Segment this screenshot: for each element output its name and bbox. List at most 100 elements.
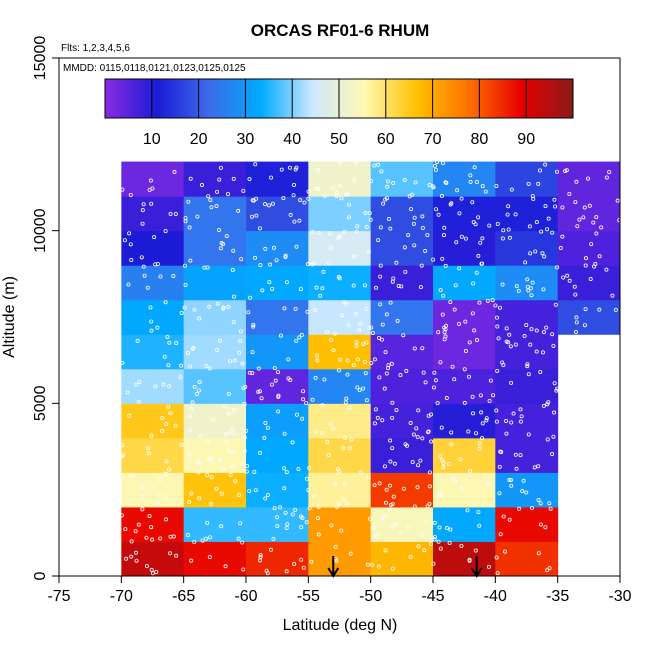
observation-point: [344, 302, 349, 307]
observation-point: [260, 288, 265, 293]
observation-point: [497, 464, 502, 469]
observation-point: [565, 273, 570, 278]
observation-point: [164, 459, 169, 464]
observation-point: [488, 378, 493, 383]
observation-point: [493, 303, 498, 308]
observation-point: [349, 437, 354, 442]
observation-point: [318, 293, 323, 298]
heatmap-cell: [121, 368, 185, 404]
heatmap-cell: [308, 161, 372, 197]
observation-point: [443, 263, 448, 268]
observation-point: [153, 262, 158, 267]
observation-point: [134, 558, 139, 563]
observation-point: [507, 235, 512, 240]
observation-point: [573, 200, 578, 205]
heatmap-cell: [370, 506, 434, 542]
observation-point: [219, 524, 224, 529]
heatmap-cell: [557, 196, 621, 232]
observation-point: [377, 481, 382, 486]
observation-point: [431, 185, 436, 190]
x-axis-title: Latitude (deg N): [283, 617, 398, 634]
observation-point: [498, 532, 503, 537]
observation-point: [294, 165, 299, 170]
observation-point: [486, 481, 491, 486]
observation-point: [347, 446, 352, 451]
heatmap-cell: [557, 230, 621, 266]
observation-point: [467, 340, 472, 345]
observation-point: [258, 553, 263, 558]
observation-point: [209, 501, 214, 506]
observation-point: [391, 181, 396, 186]
observation-point: [320, 403, 325, 408]
observation-point: [530, 506, 535, 511]
observation-point: [567, 278, 572, 283]
observation-point: [541, 403, 546, 408]
observation-point: [435, 160, 440, 165]
observation-point: [560, 234, 565, 239]
heatmap-cell: [433, 403, 496, 439]
observation-point: [241, 567, 246, 572]
observation-point: [444, 396, 449, 401]
observation-point: [231, 450, 236, 455]
observation-point: [463, 319, 468, 324]
x-tick-label: -70: [110, 588, 133, 605]
observation-point: [333, 481, 338, 486]
observation-point: [173, 211, 178, 216]
observation-point: [215, 347, 220, 352]
observation-point: [269, 547, 274, 552]
heatmap-cell: [370, 541, 434, 577]
observation-point: [501, 363, 506, 368]
observation-point: [478, 240, 483, 245]
observation-points: [119, 160, 622, 576]
observation-point: [242, 435, 247, 440]
observation-point: [226, 411, 231, 416]
observation-point: [528, 342, 533, 347]
observation-point: [410, 192, 415, 197]
observation-point: [341, 497, 346, 502]
observation-point: [383, 548, 388, 553]
observation-point: [188, 364, 193, 369]
observation-point: [381, 201, 386, 206]
observation-point: [301, 565, 306, 570]
observation-point: [370, 526, 375, 531]
observation-point: [362, 359, 367, 364]
observation-point: [205, 520, 210, 525]
observation-point: [136, 522, 141, 527]
observation-point: [443, 334, 448, 339]
observation-point: [455, 188, 460, 193]
heatmap-cell: [121, 506, 185, 542]
observation-point: [208, 197, 213, 202]
observation-point: [442, 325, 447, 330]
observation-point: [339, 528, 344, 533]
observation-point: [328, 246, 333, 251]
heatmap-cell: [246, 403, 309, 439]
observation-point: [424, 519, 429, 524]
observation-point: [438, 454, 443, 459]
observation-point: [251, 324, 256, 329]
observation-point: [427, 501, 432, 506]
observation-point: [471, 220, 476, 225]
heatmap-cell: [121, 334, 185, 370]
observation-point: [538, 501, 543, 506]
observation-point: [550, 452, 555, 457]
observation-point: [560, 205, 565, 210]
observation-point: [238, 521, 243, 526]
observation-point: [383, 350, 388, 355]
observation-point: [309, 559, 314, 564]
observation-point: [523, 260, 528, 265]
observation-point: [242, 448, 247, 453]
heatmap-cell: [308, 230, 372, 266]
observation-point: [384, 371, 389, 376]
observation-point: [123, 527, 128, 532]
observation-point: [217, 338, 222, 343]
observation-point: [304, 520, 309, 525]
observation-point: [248, 295, 253, 300]
observation-point: [594, 215, 599, 220]
observation-point: [497, 491, 502, 496]
observation-point: [525, 364, 530, 369]
observation-point: [140, 208, 145, 213]
observation-point: [369, 360, 374, 365]
y-axis: 0 5000 10000 15000: [32, 36, 59, 580]
observation-point: [244, 428, 249, 433]
observation-point: [462, 400, 467, 405]
